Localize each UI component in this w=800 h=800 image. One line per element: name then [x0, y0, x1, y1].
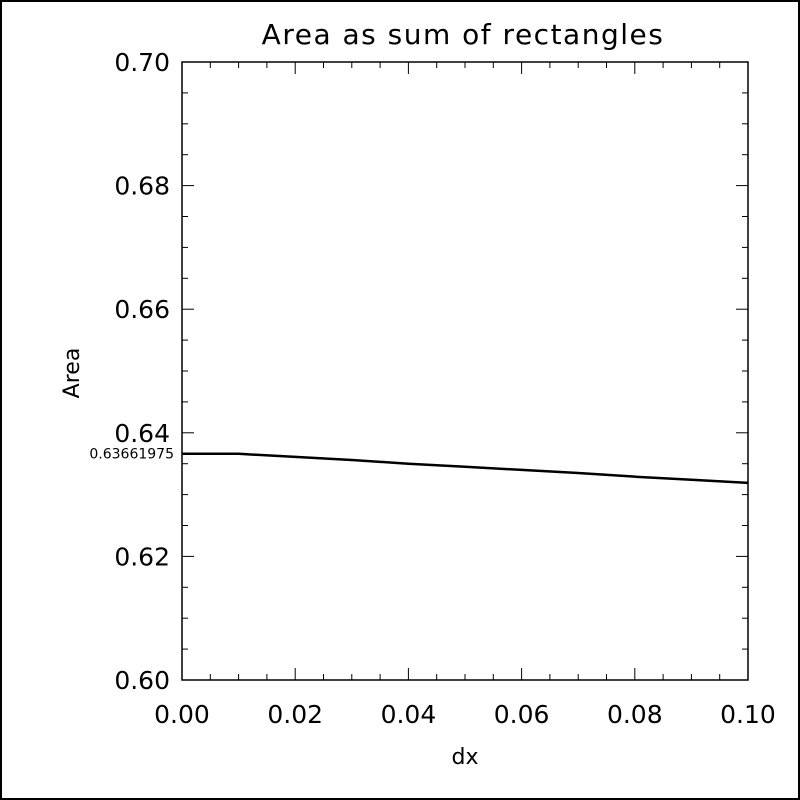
x-axis-title: dx [452, 745, 479, 770]
x-tick-label: 0.06 [494, 700, 550, 729]
y-tick-label: 0.62 [114, 542, 170, 571]
axis-tick-labels: 0.00 0.02 0.04 0.06 0.08 0.10 0.60 0.62 0.64 0.66… [114, 48, 776, 729]
value-annotation: 0.63661975 [89, 447, 174, 463]
y-tick-label: 0.60 [114, 666, 170, 695]
y-tick-label: 0.64 [114, 419, 170, 448]
series-line [182, 452, 749, 485]
x-tick-label: 0.08 [607, 700, 663, 729]
axis-ticks [181, 61, 749, 681]
x-tick-label: 0.10 [720, 700, 776, 729]
x-tick-label: 0.04 [381, 700, 437, 729]
x-tick-label: 0.00 [154, 700, 210, 729]
y-tick-label: 0.68 [114, 172, 170, 201]
series-layer [182, 452, 749, 485]
x-tick-label: 0.02 [267, 700, 323, 729]
y-tick-label: 0.66 [114, 295, 170, 324]
y-tick-label: 0.70 [114, 48, 170, 77]
plot-area-border [181, 61, 749, 681]
y-axis-title: Area [60, 348, 85, 399]
chart-title: Area as sum of rectangles [262, 18, 665, 51]
